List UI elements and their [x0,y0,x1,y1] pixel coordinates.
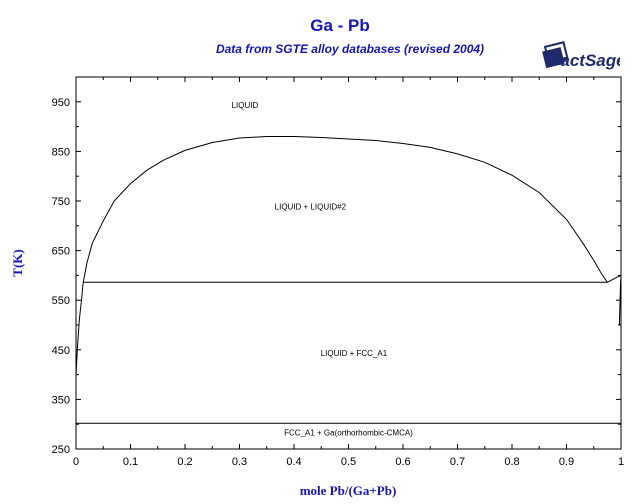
phase-boundary-line [82,136,608,284]
phase-region-label: FCC_A1 + Ga(orthorhombic-CMCA) [284,429,413,438]
axis-ticks: 0 0.1 0.2 0.3 0.4 0.5 0.6 0.7 0.8 0.9 1 250 350 450 55… [52,77,624,468]
x-tick-label: 0.5 [341,456,356,468]
y-tick-label: 850 [52,146,70,158]
logo-cube-face [542,47,565,69]
plot-frame [75,76,622,450]
chart-title: Ga - Pb [310,16,370,35]
x-tick-label: 0.3 [232,456,247,468]
factsage-logo: FactSage™ [542,41,620,70]
x-tick-label: 0.7 [450,456,465,468]
phase-boundaries [75,136,622,424]
x-tick-label: 0.1 [123,456,138,468]
x-tick-label: 0.6 [395,456,410,468]
x-axis-label: mole Pb/(Ga+Pb) [300,483,397,498]
y-tick-label: 650 [52,246,70,258]
y-tick-label: 950 [52,97,70,109]
phase-region-label: LIQUID [232,101,259,110]
x-tick-label: 1 [618,456,624,468]
y-tick-label: 550 [52,295,70,307]
x-tick-label: 0.9 [559,456,574,468]
y-tick-label: 350 [52,394,70,406]
x-tick-label: 0 [73,456,79,468]
region-labels: LIQUID LIQUID + LIQUID#2 LIQUID + FCC_A1 FC… [232,101,414,437]
x-tick-label: 0.8 [504,456,519,468]
y-axis-label: T(K) [10,249,25,276]
x-tick-label: 0.2 [177,456,192,468]
y-tick-label: 250 [52,444,70,456]
logo-cube-outline [543,41,569,65]
x-tick-label: 0.4 [286,456,301,468]
phase-boundary-line [618,275,622,326]
logo-wordmark: FactSage™ [550,51,620,70]
phase-region-label: LIQUID + LIQUID#2 [275,202,347,211]
phase-region-label: LIQUID + FCC_A1 [321,349,388,358]
y-tick-label: 750 [52,196,70,208]
phase-boundary-line [607,274,622,283]
phase-boundary-line [75,283,84,375]
y-tick-label: 450 [52,345,70,357]
chart-subtitle: Data from SGTE alloy databases (revised … [215,42,485,56]
